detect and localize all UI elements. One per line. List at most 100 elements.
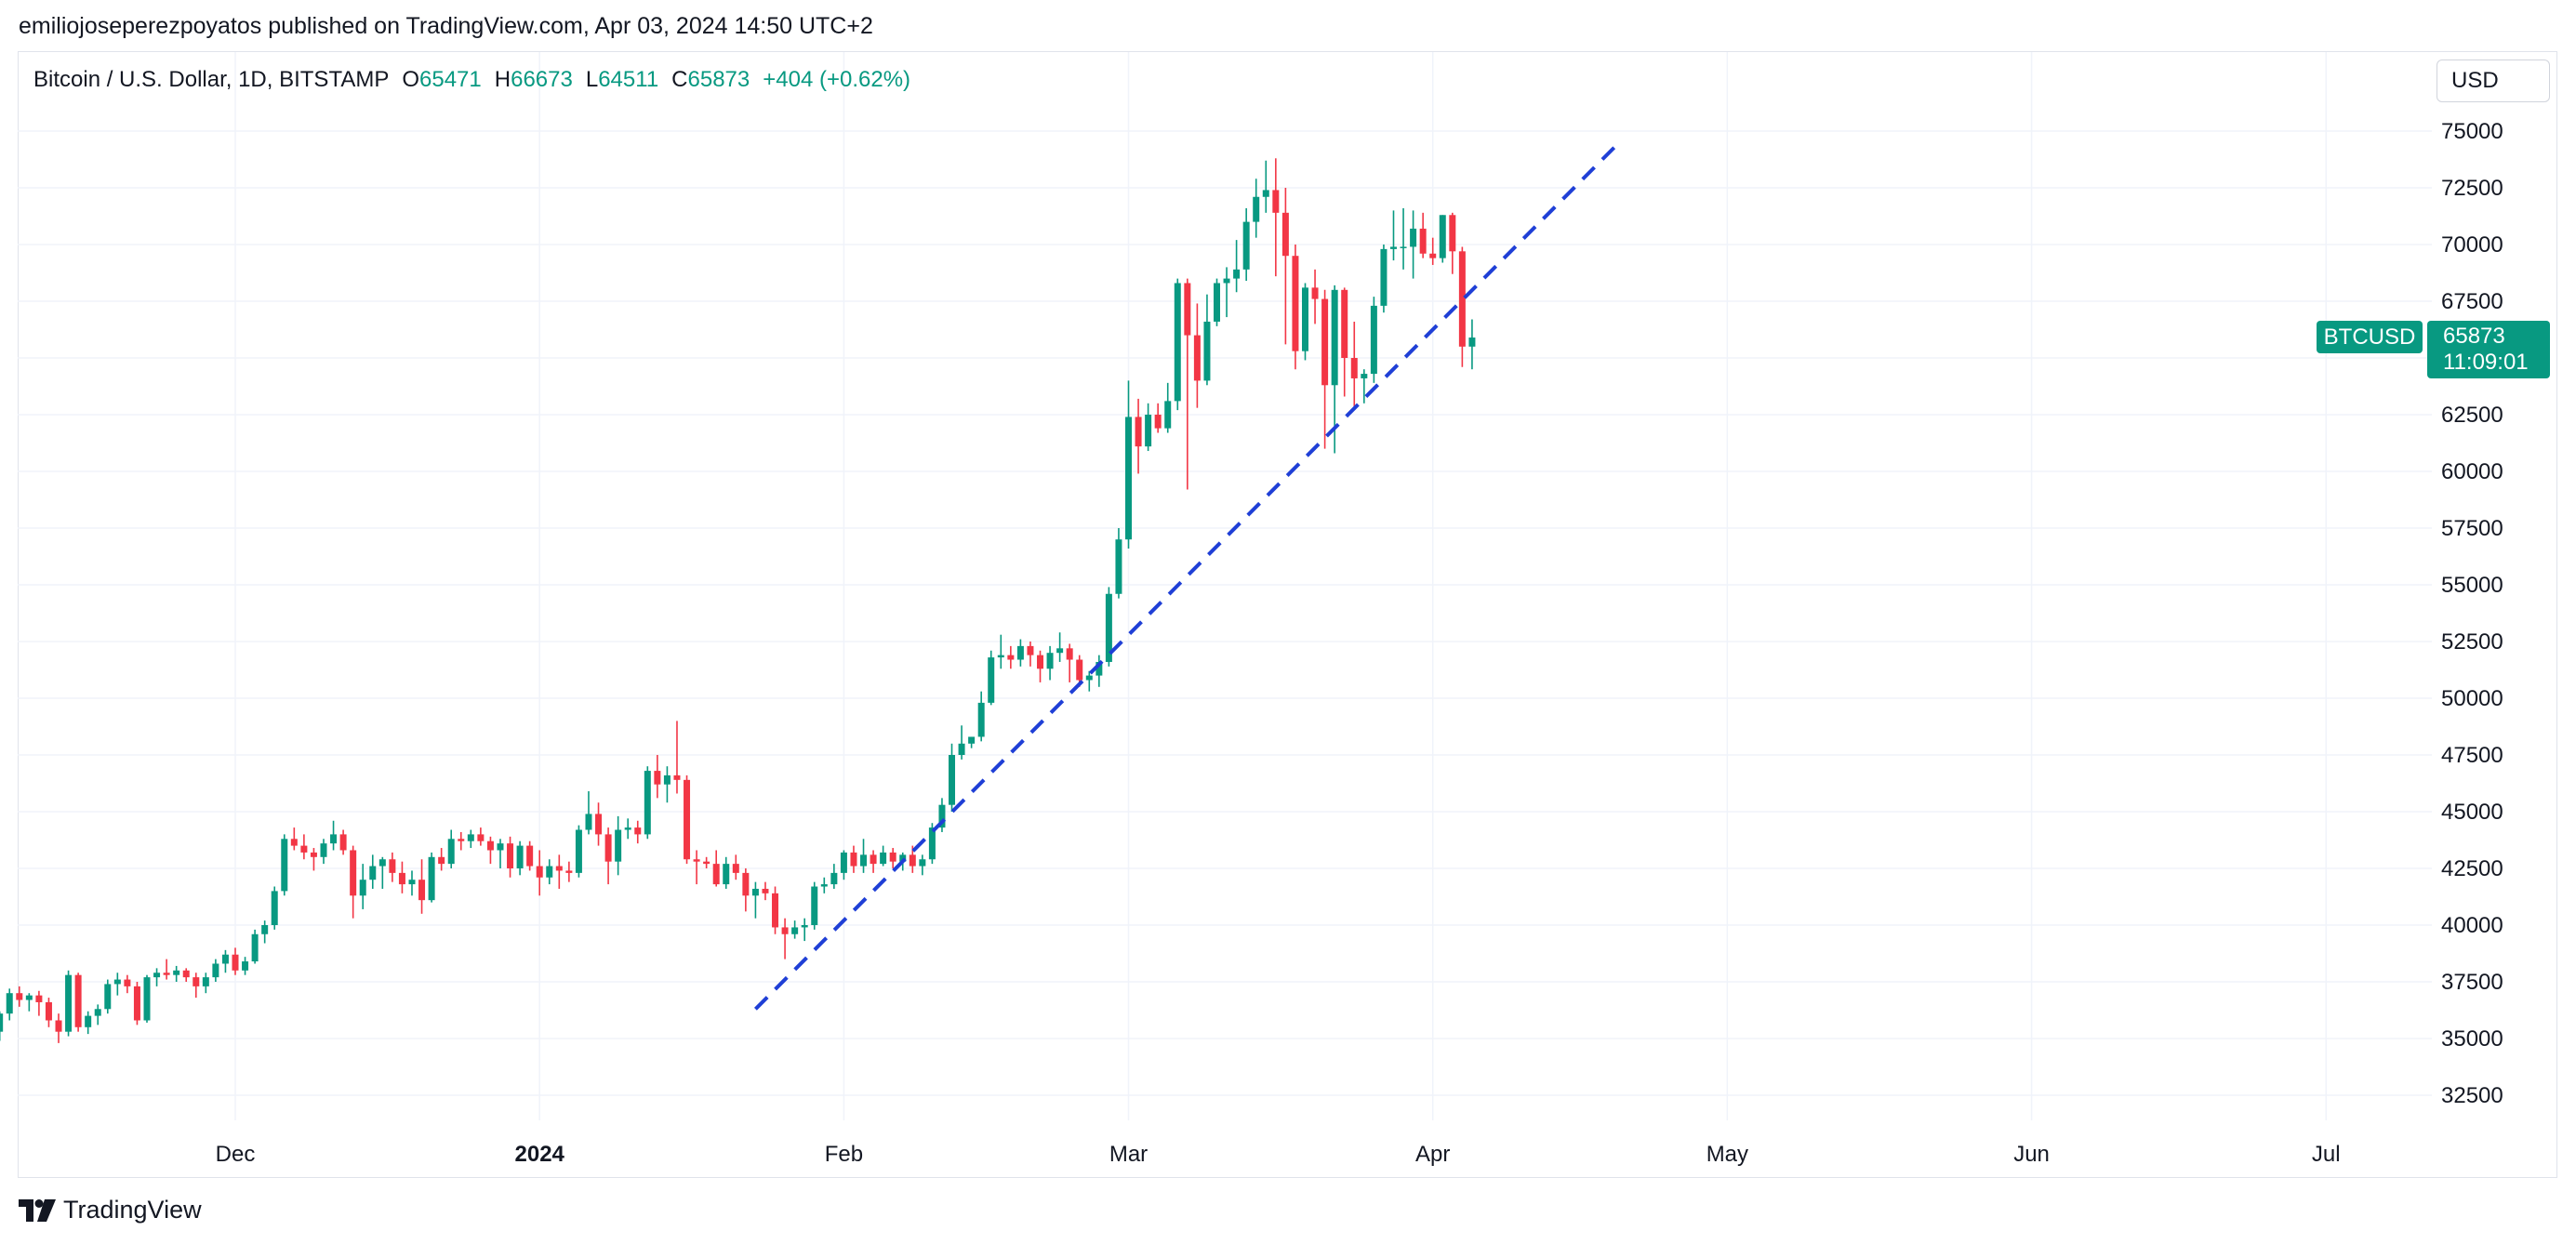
candle-body	[1341, 289, 1348, 358]
candle	[1135, 398, 1142, 474]
chart-panel[interactable]	[18, 51, 2557, 1178]
candle	[1361, 369, 1368, 404]
candle-body	[467, 834, 474, 841]
candle-body	[742, 872, 750, 896]
candle-body	[193, 977, 200, 986]
x-tick-label: Apr	[1415, 1142, 1450, 1167]
candle	[526, 840, 534, 871]
candle	[1223, 267, 1230, 318]
candle	[1380, 245, 1388, 313]
candle	[1007, 645, 1015, 669]
candle	[772, 886, 779, 934]
candle	[880, 845, 887, 867]
last-price-value: 65873	[2443, 324, 2505, 349]
candle-body	[35, 995, 43, 1002]
price-axis[interactable]: 32500 35000 37500 40000 42500 45000 47500 50000…	[2441, 119, 2503, 1108]
candle-body	[1164, 401, 1172, 429]
candle	[467, 829, 474, 849]
candle	[163, 959, 170, 980]
y-tick-label: 62500	[2441, 403, 2503, 428]
candle	[418, 859, 426, 914]
candle	[723, 856, 730, 889]
candle-body	[624, 827, 631, 830]
candle	[1016, 639, 1024, 667]
trendline-segment[interactable]	[753, 140, 1621, 1011]
candle	[232, 947, 239, 975]
candle-body	[1056, 648, 1064, 654]
candle	[1242, 207, 1250, 282]
candle	[1046, 645, 1054, 681]
candle	[55, 1013, 62, 1043]
legend-close-value: 65873	[687, 67, 750, 92]
candle-body	[124, 979, 131, 986]
candle-body	[555, 866, 563, 871]
candle-body	[949, 755, 956, 805]
candle	[938, 798, 946, 832]
candle-body	[242, 961, 249, 971]
candle	[840, 850, 847, 880]
candle	[320, 839, 327, 865]
candle	[124, 974, 131, 994]
candle-body	[732, 864, 739, 873]
candle-body	[693, 859, 700, 862]
candle	[1331, 285, 1338, 454]
y-tick-label: 40000	[2441, 913, 2503, 938]
legend-high-label: H	[494, 67, 511, 92]
candle	[997, 634, 1004, 669]
candle-body	[1105, 593, 1112, 662]
legend-close-label: C	[671, 67, 688, 92]
bar-countdown: 11:09:01	[2443, 350, 2529, 375]
candle-body	[634, 827, 642, 835]
candle	[1027, 642, 1034, 667]
candle	[889, 848, 896, 868]
time-axis[interactable]: Dec 2024 Feb Mar Apr May Jun Jul	[216, 1142, 2341, 1167]
y-tick-label: 37500	[2441, 970, 2503, 995]
candle	[536, 850, 543, 896]
candle-body	[1125, 417, 1133, 540]
candle-body	[1292, 256, 1299, 351]
candle	[663, 766, 671, 803]
candle-body	[1439, 215, 1446, 258]
candle-body	[1242, 221, 1250, 270]
candle	[486, 836, 494, 865]
candle	[1281, 188, 1289, 345]
candle-body	[977, 702, 985, 737]
candle-body	[221, 954, 229, 964]
candle-body	[840, 852, 847, 873]
trendline[interactable]	[753, 140, 1621, 1011]
candle	[1389, 210, 1397, 261]
candle	[968, 736, 976, 748]
candle	[988, 650, 995, 706]
candle	[1458, 246, 1466, 367]
candle-body	[575, 829, 582, 873]
candle	[604, 827, 612, 885]
candle	[104, 979, 112, 1014]
candle-body	[113, 979, 121, 985]
candle-body	[398, 872, 405, 885]
y-tick-label: 72500	[2441, 176, 2503, 201]
candle-body	[1458, 251, 1466, 347]
currency-selector-button[interactable]: USD	[2437, 60, 2550, 102]
x-tick-label: 2024	[515, 1142, 565, 1167]
candle-body	[536, 866, 543, 878]
candle-body	[378, 859, 386, 867]
candle-body	[359, 880, 366, 896]
candle	[585, 791, 592, 835]
candle	[221, 949, 229, 973]
candle	[45, 998, 52, 1027]
candle-body	[1076, 659, 1083, 681]
candle	[16, 986, 23, 1007]
candle	[634, 820, 642, 844]
tradingview-brand[interactable]: TradingView	[19, 1196, 202, 1224]
candle	[85, 1011, 92, 1035]
candle-body	[202, 977, 209, 986]
candle	[555, 854, 563, 889]
candle	[477, 827, 485, 846]
candle-body	[899, 854, 907, 862]
x-tick-label: Feb	[825, 1142, 863, 1167]
candle-body	[791, 927, 799, 934]
candle	[300, 834, 308, 860]
candle	[1350, 321, 1358, 411]
candle-body	[928, 827, 936, 860]
